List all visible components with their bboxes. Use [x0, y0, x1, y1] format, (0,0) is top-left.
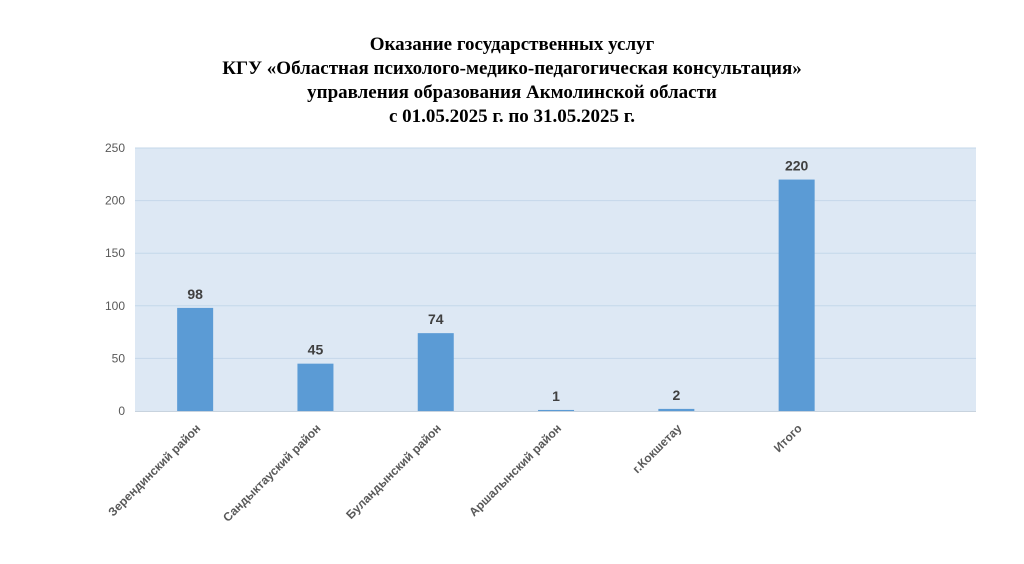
category-label: Зерендинский район: [105, 421, 203, 519]
bar: [177, 307, 214, 411]
plot-area: [135, 148, 976, 411]
chart-title-line-1: Оказание государственных услуг: [369, 34, 655, 55]
chart-title-line-3: управления образования Акмолинской облас…: [307, 82, 717, 103]
category-label: Аршалынский район: [466, 421, 564, 519]
gridlines: [135, 147, 976, 359]
data-labels: 98 45 74 1 2 220: [187, 158, 808, 404]
bar: [658, 408, 695, 411]
y-tick-label: 100: [105, 299, 125, 313]
chart-title: Оказание государственных услуг КГУ «Обла…: [0, 33, 1024, 129]
bar: [417, 333, 454, 411]
y-tick-label: 0: [118, 404, 125, 418]
y-tick-label: 50: [112, 351, 126, 365]
category-label: г.Кокшетау: [630, 421, 685, 476]
chart-title-line-2: КГУ «Областная психолого-медико-педагоги…: [222, 58, 802, 79]
data-label: 74: [428, 311, 444, 327]
category-label: Итого: [771, 421, 805, 455]
data-label: 98: [187, 286, 203, 302]
y-tick-label: 250: [105, 141, 125, 155]
bar: [297, 363, 334, 411]
category-label: Сандыктауский район: [220, 421, 323, 524]
category-label: Буландынский район: [343, 421, 444, 522]
y-tick-label: 200: [105, 194, 125, 208]
data-label: 2: [672, 387, 680, 403]
data-label: 220: [785, 158, 809, 174]
y-tick-label: 150: [105, 246, 125, 260]
data-label: 1: [552, 388, 560, 404]
bar: [778, 179, 815, 411]
bar: [538, 409, 575, 411]
bars: [177, 179, 815, 411]
data-label: 45: [308, 342, 324, 358]
chart-title-line-4: с 01.05.2025 г. по 31.05.2025 г.: [388, 106, 636, 127]
y-axis-ticks: 0 50 100 150 200 250: [105, 141, 125, 418]
category-labels: Зерендинский район Сандыктауский район Бул…: [105, 421, 804, 525]
